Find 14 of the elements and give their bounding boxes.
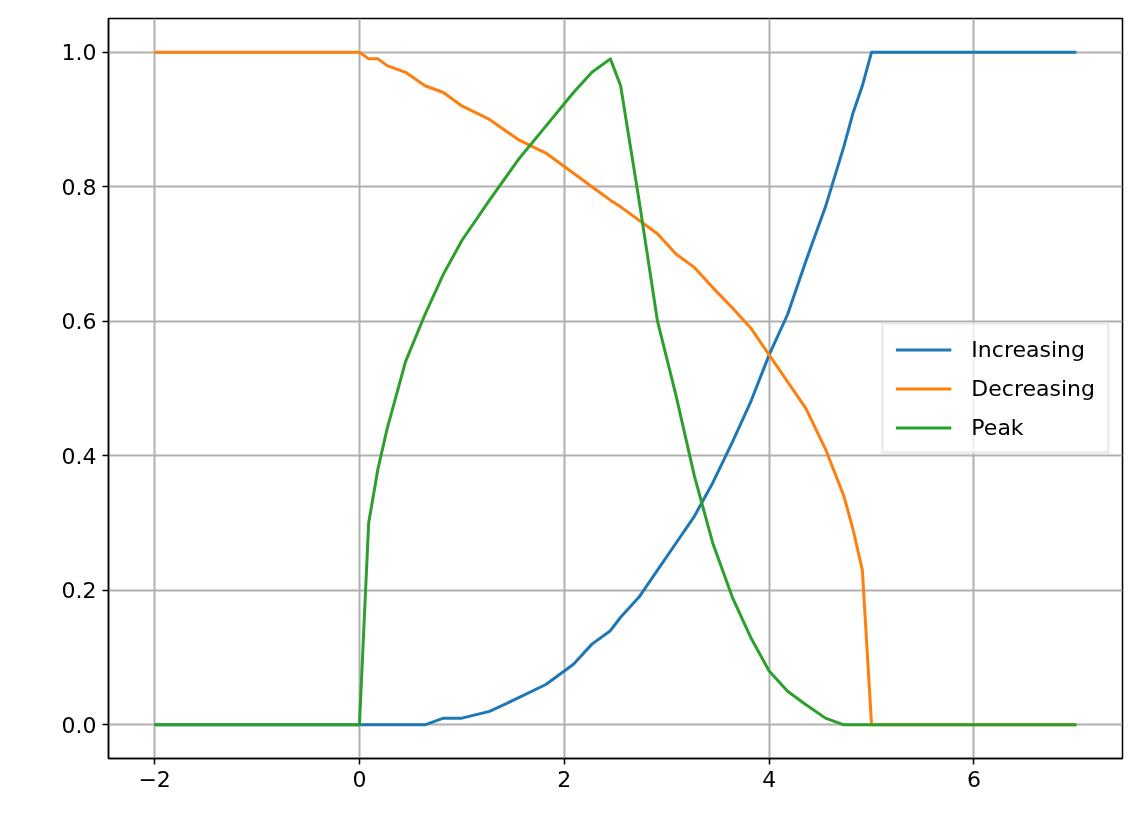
x-tick-label: 6: [966, 766, 981, 792]
y-tick-label: 0.8: [61, 174, 97, 200]
y-tick-label: 1.0: [61, 40, 97, 66]
legend-label: Peak: [971, 414, 1024, 440]
x-tick-label: 4: [762, 766, 777, 792]
y-tick-label: 0.0: [61, 712, 97, 738]
legend-label: Increasing: [971, 336, 1085, 362]
x-tick-label: −2: [138, 766, 171, 792]
y-tick-label: 0.2: [61, 578, 97, 604]
y-tick-label: 0.4: [61, 443, 97, 469]
x-tick-label: 0: [352, 766, 367, 792]
legend-label: Decreasing: [971, 375, 1095, 401]
x-tick-label: 2: [557, 766, 572, 792]
y-tick-label: 0.6: [61, 309, 97, 335]
